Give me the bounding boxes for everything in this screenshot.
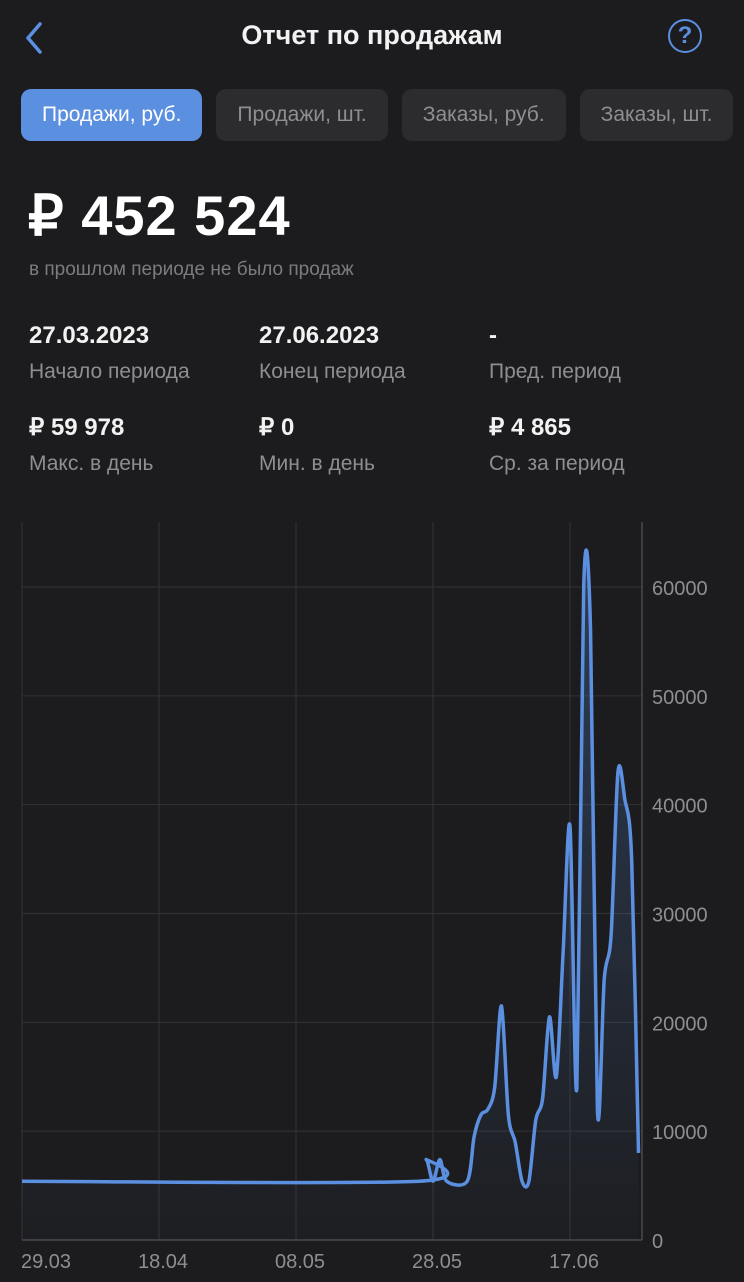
stat-previous-period: - Пред. период: [489, 322, 621, 384]
tab-orders-rub[interactable]: Заказы, руб.: [401, 89, 566, 141]
sales-line: [21, 548, 641, 1189]
x-tick-label: 08.05: [275, 1251, 325, 1273]
stat-average: ₽ 4 865 Ср. за период: [489, 413, 625, 476]
area-fill: [22, 549, 639, 1240]
stat-label: Пред. период: [489, 360, 621, 383]
help-question-icon[interactable]: ?: [668, 19, 702, 53]
x-tick-label: 28.05: [412, 1251, 462, 1273]
stat-label: Конец периода: [259, 360, 406, 383]
stat-max-per-day: ₽ 59 978 Макс. в день: [29, 413, 153, 476]
x-tick-label: 29.03: [21, 1251, 71, 1273]
stat-min-per-day: ₽ 0 Мин. в день: [259, 413, 375, 476]
stat-value: ₽ 0: [259, 414, 295, 441]
stat-label: Мин. в день: [259, 452, 375, 475]
stat-label: Ср. за период: [489, 452, 625, 475]
x-tick-label: 18.04: [138, 1251, 188, 1273]
tab-sales-pcs[interactable]: Продажи, шт.: [216, 89, 388, 141]
page-title: Отчет по продажам: [241, 20, 503, 50]
stat-period-start: 27.03.2023 Начало периода: [29, 322, 190, 384]
back-chevron-icon[interactable]: [18, 18, 52, 58]
stat-value: 27.06.2023: [259, 322, 380, 349]
previous-period-note: в прошлом периоде не было продаж: [29, 259, 354, 280]
stat-value: ₽ 4 865: [489, 414, 571, 441]
y-tick-label: 0: [652, 1231, 663, 1253]
total-sales: ₽ 452 524: [28, 184, 291, 247]
y-tick-label: 10000: [652, 1122, 708, 1144]
tab-orders-pcs[interactable]: Заказы, шт.: [579, 89, 734, 141]
stat-value: 27.03.2023: [29, 322, 150, 349]
stat-value: -: [489, 322, 497, 349]
stat-label: Макс. в день: [29, 452, 154, 475]
metric-tabs: Продажи, руб. Продажи, шт. Заказы, руб. …: [21, 89, 734, 141]
y-tick-label: 50000: [652, 687, 708, 709]
y-tick-label: 30000: [652, 905, 708, 927]
y-tick-label: 40000: [652, 796, 708, 818]
y-tick-label: 60000: [652, 578, 708, 600]
stat-value: ₽ 59 978: [29, 414, 125, 441]
x-tick-label: 17.06: [549, 1251, 599, 1273]
tab-sales-rub[interactable]: Продажи, руб.: [21, 89, 203, 141]
stat-period-end: 27.06.2023 Конец периода: [259, 322, 406, 384]
stat-label: Начало периода: [29, 360, 190, 383]
y-tick-label: 20000: [652, 1013, 708, 1035]
